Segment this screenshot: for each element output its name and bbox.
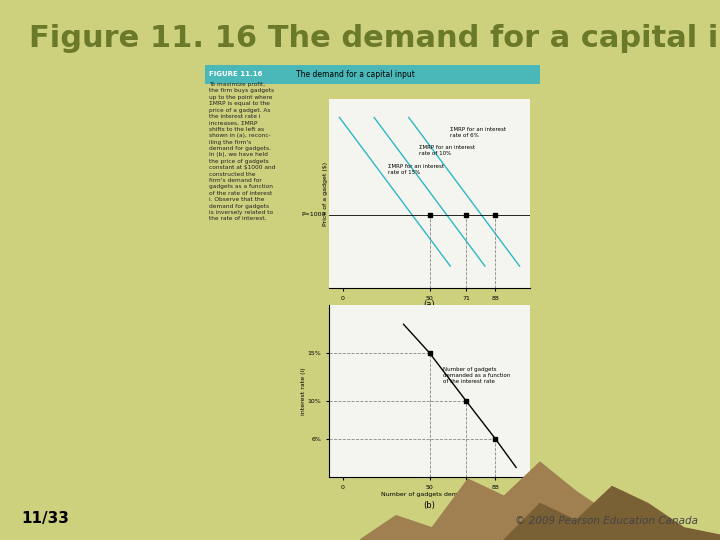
Text: P=1000: P=1000 [301,212,325,218]
Text: FIGURE 11.16: FIGURE 11.16 [209,71,262,77]
Polygon shape [504,487,720,540]
Text: ΣMRP for an interest
rate of 6%: ΣMRP for an interest rate of 6% [450,127,506,138]
Text: To maximize profit,
the firm buys gadgets
up to the point where
ΣMRP is equal to: To maximize profit, the firm buys gadget… [209,82,275,221]
Text: The demand for a capital input: The demand for a capital input [296,70,415,79]
Polygon shape [360,462,720,540]
Text: © 2009 Pearson Education Canada: © 2009 Pearson Education Canada [516,516,698,526]
Text: Figure 11. 16 The demand for a capital input: Figure 11. 16 The demand for a capital i… [29,24,720,53]
Y-axis label: interest rate (i): interest rate (i) [301,367,306,415]
X-axis label: Number of gadgets demanded: Number of gadgets demanded [381,492,478,497]
Text: ΣMRP for an interest
rate of 15%: ΣMRP for an interest rate of 15% [388,164,444,174]
Text: 11/33: 11/33 [22,511,69,526]
Text: ΣMRP for an interest
rate of 10%: ΣMRP for an interest rate of 10% [419,145,475,156]
Text: Number of gadgets
demanded as a function
of the interest rate: Number of gadgets demanded as a function… [444,367,510,384]
Text: (a): (a) [423,300,436,309]
Text: (b): (b) [423,501,436,510]
Y-axis label: Price of a gadget ($): Price of a gadget ($) [323,161,328,226]
Bar [205,65,540,84]
